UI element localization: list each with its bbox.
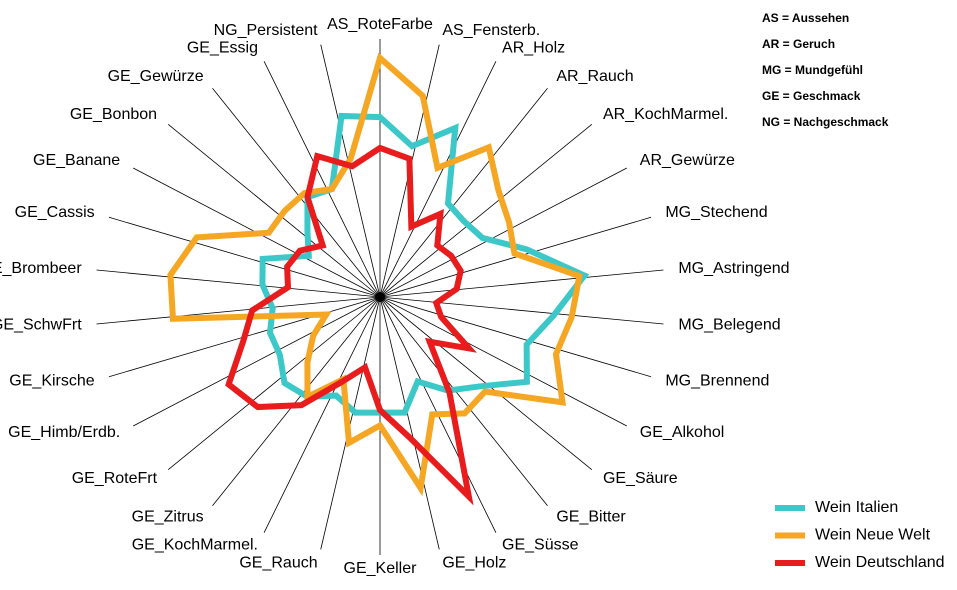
axis-label: AR_Gewürze bbox=[640, 152, 735, 169]
spoke bbox=[379, 296, 652, 378]
axis-label: GE_Holz bbox=[442, 554, 506, 571]
axis-label: GE_Himb/Erdb. bbox=[8, 424, 120, 441]
spoke bbox=[96, 269, 381, 298]
axis-label: GE_Säure bbox=[603, 470, 678, 487]
legend-label: Wein Neue Welt bbox=[815, 527, 931, 544]
axis-label: GE_Essig bbox=[187, 40, 258, 57]
spoke bbox=[212, 88, 381, 298]
axis-label: GE_Gewürze bbox=[108, 68, 204, 85]
axis-label: GE_Kirsche bbox=[9, 372, 94, 389]
spoke bbox=[379, 269, 664, 298]
axis-label: GE_Süsse bbox=[502, 537, 579, 554]
axis-label: NG_Persistent bbox=[214, 22, 319, 39]
axis-label: GE_Zitrus bbox=[132, 508, 204, 525]
spoke bbox=[96, 296, 381, 325]
key-line: GE = Geschmack bbox=[762, 89, 861, 103]
spoke bbox=[212, 296, 381, 506]
key-line: AS = Aussehen bbox=[762, 11, 849, 25]
axis-label: AR_Holz bbox=[502, 40, 565, 57]
spoke bbox=[320, 296, 381, 550]
spoke bbox=[379, 167, 628, 298]
spoke bbox=[167, 296, 381, 470]
spoke bbox=[379, 296, 440, 550]
spoke bbox=[379, 124, 593, 298]
axis-label: GE_RoteFrt bbox=[72, 470, 158, 487]
axis-label: AR_KochMarmel. bbox=[603, 106, 728, 123]
axis-label: MG_Stechend bbox=[665, 204, 767, 221]
spoke bbox=[263, 296, 381, 533]
key-line: MG = Mundgefühl bbox=[762, 63, 863, 77]
axis-label: MG_Belegend bbox=[678, 317, 780, 334]
axis-label: GE_Brombeer bbox=[0, 260, 82, 277]
legend-label: Wein Italien bbox=[815, 499, 898, 516]
series-line bbox=[259, 112, 590, 416]
axis-label: GE_Bonbon bbox=[70, 106, 157, 123]
series-line bbox=[167, 52, 583, 497]
spoke bbox=[379, 216, 652, 298]
spoke bbox=[379, 296, 628, 427]
axis-label: GE_SchwFrt bbox=[0, 317, 82, 334]
axis-label: AR_Rauch bbox=[556, 68, 633, 85]
series-line bbox=[225, 144, 477, 506]
key-line: AR = Geruch bbox=[762, 37, 835, 51]
axis-label: GE_Alkohol bbox=[640, 424, 725, 441]
axis-label: AS_Fensterb. bbox=[442, 22, 540, 39]
axis-label: AS_RoteFarbe bbox=[327, 16, 433, 33]
spoke bbox=[132, 296, 381, 427]
axis-label: GE_Banane bbox=[33, 152, 120, 169]
spoke bbox=[379, 61, 497, 298]
axis-label: GE_Cassis bbox=[15, 204, 95, 221]
spoke bbox=[263, 61, 381, 298]
spoke bbox=[167, 124, 381, 298]
key-line: NG = Nachgeschmack bbox=[762, 115, 889, 129]
axis-label: GE_Rauch bbox=[239, 554, 317, 571]
axis-label: GE_Bitter bbox=[556, 508, 626, 525]
spoke bbox=[108, 216, 381, 298]
center-dot bbox=[375, 292, 385, 302]
legend-label: Wein Deutschland bbox=[815, 554, 945, 571]
axis-label: GE_Keller bbox=[344, 560, 418, 577]
spoke bbox=[379, 296, 664, 325]
axis-label: MG_Astringend bbox=[678, 260, 789, 277]
spoke bbox=[320, 44, 381, 298]
spoke bbox=[379, 296, 548, 506]
axis-label: GE_KochMarmel. bbox=[132, 537, 258, 554]
spoke bbox=[379, 88, 548, 298]
axis-label: MG_Brennend bbox=[665, 372, 769, 389]
